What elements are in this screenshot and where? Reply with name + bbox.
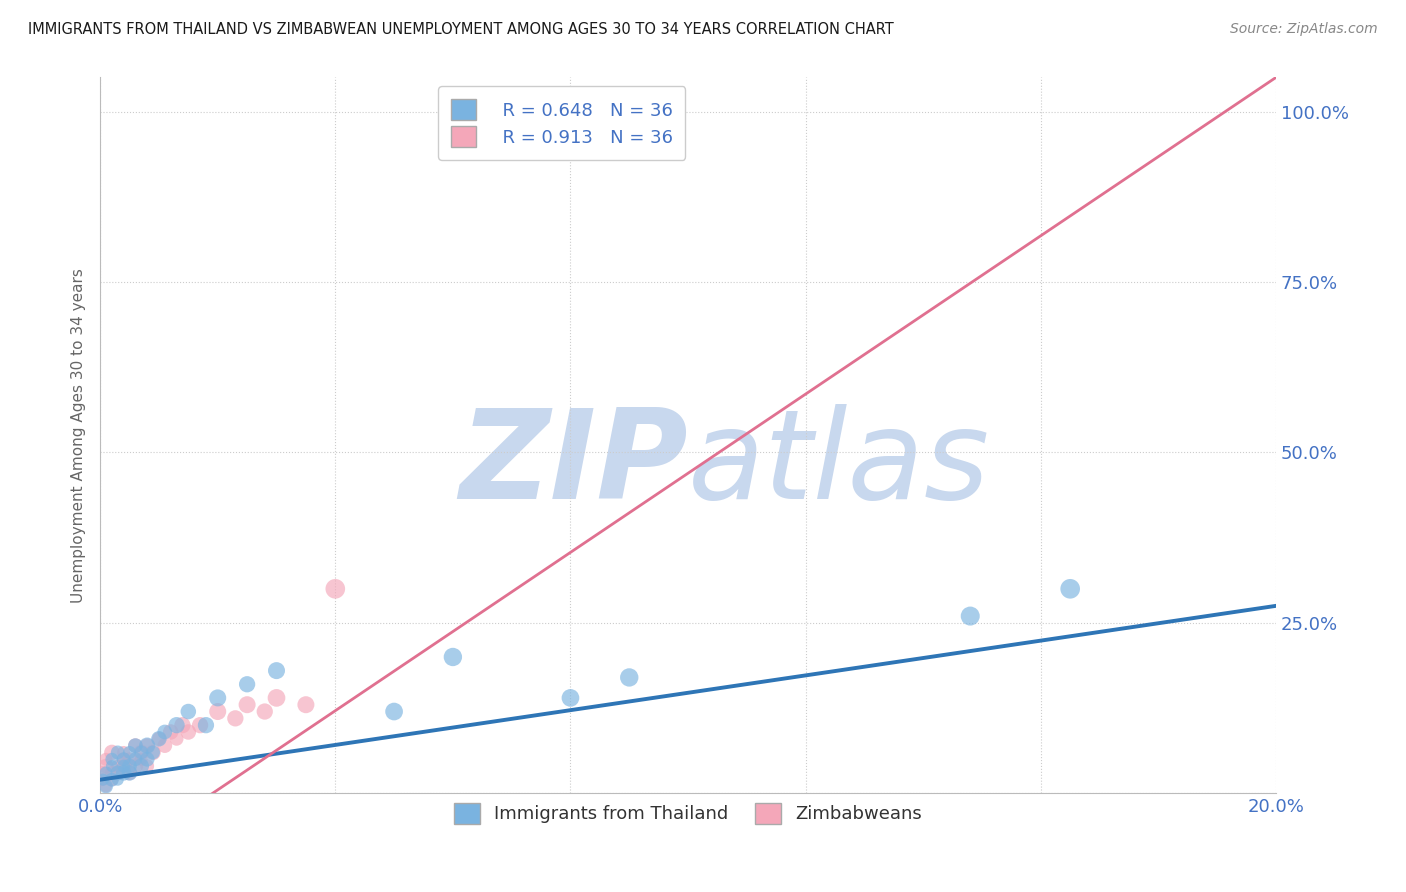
Point [142,746,165,760]
Point [148,731,170,746]
Point [136,739,159,753]
Point [101,746,124,760]
Point [112,752,135,766]
Point [91,772,114,787]
Point [236,677,259,691]
Point [124,739,146,753]
Point [112,746,135,760]
Point [94,780,117,794]
Point [118,746,141,760]
Point [619,670,641,684]
Point [194,718,217,732]
Point [136,752,159,766]
Point [172,718,194,732]
Point [112,765,135,780]
Point [91,765,114,780]
Point [101,759,124,773]
Point [124,739,146,753]
Point [112,759,135,773]
Point [136,759,159,773]
Point [107,765,129,780]
Point [560,690,582,705]
Point [118,765,141,780]
Point [236,698,259,712]
Point [153,725,176,739]
Point [253,705,276,719]
Point [382,705,405,719]
Point [90,772,112,787]
Point [94,780,117,794]
Point [323,582,346,596]
Point [188,718,211,732]
Point [112,752,135,766]
Point [107,765,129,780]
Point [107,746,129,760]
Point [129,752,152,766]
Point [207,705,229,719]
Legend: Immigrants from Thailand, Zimbabweans: Immigrants from Thailand, Zimbabweans [443,792,932,834]
Text: IMMIGRANTS FROM THAILAND VS ZIMBABWEAN UNEMPLOYMENT AMONG AGES 30 TO 34 YEARS CO: IMMIGRANTS FROM THAILAND VS ZIMBABWEAN U… [28,22,894,37]
Text: Source: ZipAtlas.com: Source: ZipAtlas.com [1230,22,1378,37]
Point [295,698,318,712]
Point [101,772,124,787]
Point [107,759,129,773]
Text: atlas: atlas [688,403,990,524]
Point [101,772,124,787]
Point [94,752,117,766]
Point [124,759,146,773]
Y-axis label: Unemployment Among Ages 30 to 34 years: Unemployment Among Ages 30 to 34 years [72,268,86,603]
Text: ZIP: ZIP [460,403,688,524]
Point [107,772,129,787]
Point [1059,582,1081,596]
Point [959,609,981,624]
Point [129,746,152,760]
Point [142,746,165,760]
Point [441,650,464,665]
Point [224,711,246,725]
Point [159,725,181,739]
Point [118,765,141,780]
Point [177,705,200,719]
Point [118,752,141,766]
Point [129,759,152,773]
Point [129,746,152,760]
Point [207,690,229,705]
Point [166,718,188,732]
Point [153,739,176,753]
Point [136,739,159,753]
Point [101,752,124,766]
Point [112,759,135,773]
Point [94,759,117,773]
Point [118,759,141,773]
Point [266,664,288,678]
Point [177,725,200,739]
Point [94,765,117,780]
Point [101,765,124,780]
Point [266,690,288,705]
Point [148,731,170,746]
Point [124,752,146,766]
Point [166,731,188,746]
